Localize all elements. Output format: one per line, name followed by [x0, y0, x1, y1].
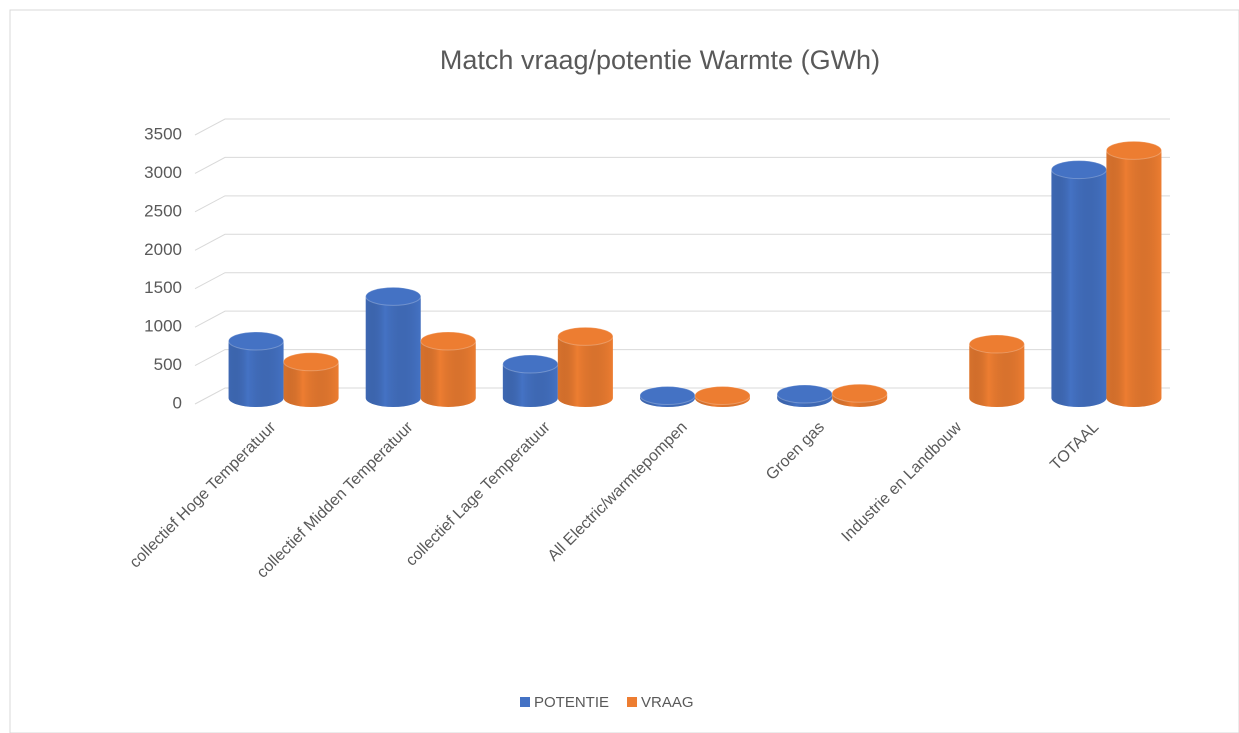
y-tick-label: 1500 [144, 278, 182, 297]
y-tick-label: 3500 [144, 124, 182, 143]
bar [557, 326, 614, 407]
y-tick-label: 500 [154, 355, 182, 374]
grid-line [194, 233, 1170, 251]
bar [1050, 160, 1107, 407]
y-tick-label: 3000 [144, 163, 182, 182]
bar [968, 334, 1025, 407]
bar [502, 354, 559, 407]
bar [831, 383, 888, 407]
grid-line [194, 349, 1170, 367]
y-tick-label: 2500 [144, 201, 182, 220]
y-tick-label: 0 [173, 393, 182, 412]
bar [776, 384, 833, 407]
bar [228, 331, 285, 407]
grid-line [194, 156, 1170, 174]
chart-frame [9, 9, 1239, 733]
bar [365, 286, 422, 407]
chart-title: Match vraag/potentie Warmte (GWh) [440, 45, 880, 75]
bar [1105, 140, 1162, 407]
grid-line [194, 272, 1170, 290]
legend-label: POTENTIE [534, 694, 609, 711]
grid-line [194, 118, 1170, 136]
legend-swatch [520, 697, 530, 707]
bar [283, 352, 340, 407]
bar [639, 386, 696, 407]
y-tick-label: 1000 [144, 317, 182, 336]
grid-line [194, 195, 1170, 213]
y-tick-label: 2000 [144, 240, 182, 259]
legend-swatch [627, 697, 638, 707]
grid-line [194, 310, 1170, 328]
bar [694, 386, 751, 407]
bar [420, 331, 477, 407]
legend-label: VRAAG [641, 694, 694, 711]
